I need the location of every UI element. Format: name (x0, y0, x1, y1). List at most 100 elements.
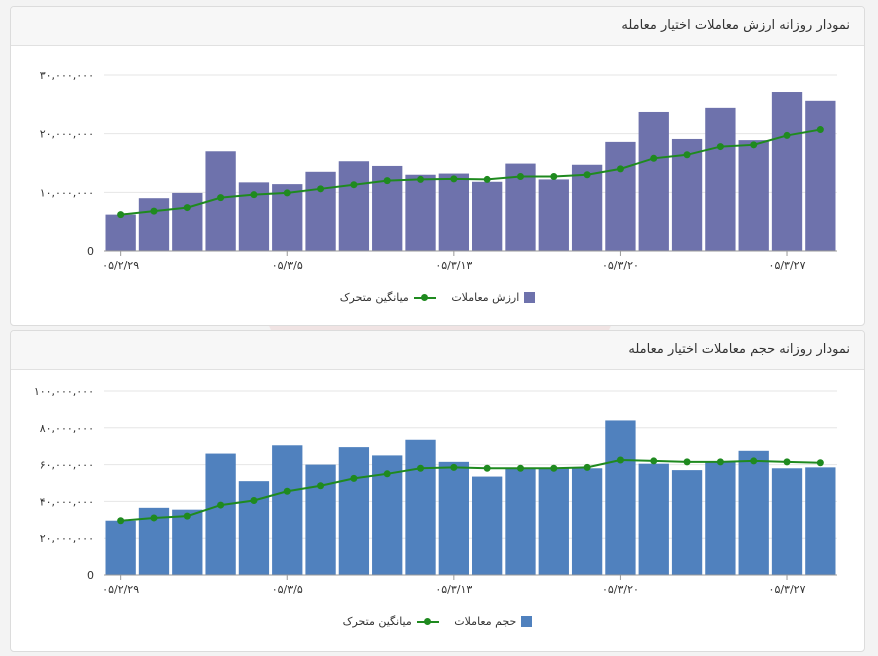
moving-average-point[interactable] (383, 470, 391, 478)
moving-average-point[interactable] (183, 204, 191, 212)
moving-average-point[interactable] (550, 172, 558, 180)
bar[interactable] (238, 481, 270, 575)
bar[interactable] (272, 445, 303, 575)
bar[interactable] (405, 174, 436, 251)
moving-average-point[interactable] (450, 175, 458, 183)
moving-average-point[interactable] (750, 457, 758, 465)
bar[interactable] (505, 468, 536, 575)
moving-average-point[interactable] (616, 456, 624, 464)
legend-swatch-moving-average (416, 616, 439, 627)
bar[interactable] (172, 192, 203, 251)
moving-average-point[interactable] (650, 457, 658, 465)
bar[interactable] (305, 171, 336, 251)
bar[interactable] (605, 141, 636, 251)
moving-average-point[interactable] (250, 496, 258, 504)
bar[interactable] (538, 468, 569, 575)
moving-average-point[interactable] (317, 185, 325, 193)
bar[interactable] (438, 173, 469, 251)
bar[interactable] (338, 447, 370, 575)
bar[interactable] (638, 463, 669, 575)
y-tick-label: 0 (87, 245, 94, 258)
moving-average-point[interactable] (117, 517, 125, 525)
moving-average-point[interactable] (783, 458, 791, 466)
moving-average-point[interactable] (516, 464, 524, 472)
legend-swatch-moving-average (413, 292, 436, 303)
legend-swatch-value (524, 292, 536, 303)
moving-average-point[interactable] (317, 482, 325, 490)
bar[interactable] (338, 161, 370, 251)
moving-average-point[interactable] (217, 194, 225, 202)
y-tick-label: ۲۰,۰۰۰,۰۰۰ (40, 128, 94, 141)
bar[interactable] (705, 461, 736, 575)
bar[interactable] (738, 450, 769, 575)
legend-item-value[interactable]: ارزش معاملات (451, 291, 536, 304)
bar[interactable] (705, 107, 736, 251)
legend-item-moving-average[interactable]: میانگین متحرک (343, 615, 439, 628)
bar[interactable] (472, 476, 503, 575)
moving-average-point[interactable] (350, 181, 358, 189)
x-tick-label: ۰۵/۳/۲۷ (769, 259, 806, 272)
bar[interactable] (438, 461, 469, 575)
bar[interactable] (305, 464, 336, 575)
bar[interactable] (571, 164, 603, 251)
moving-average-point[interactable] (816, 459, 824, 467)
moving-average-point[interactable] (283, 189, 291, 197)
moving-average-point[interactable] (683, 151, 691, 159)
x-tick-label: ۰۵/۳/۲۰ (602, 259, 639, 272)
moving-average-point[interactable] (650, 154, 658, 162)
bar[interactable] (538, 179, 569, 251)
moving-average-point[interactable] (716, 143, 724, 151)
moving-average-point[interactable] (183, 512, 191, 520)
bar[interactable] (805, 100, 836, 252)
moving-average-point[interactable] (750, 141, 758, 149)
moving-average-line (120, 458, 821, 522)
moving-average-point[interactable] (783, 131, 791, 139)
moving-average-point[interactable] (816, 126, 824, 134)
moving-average-point[interactable] (417, 175, 425, 183)
moving-average-point[interactable] (283, 487, 291, 495)
y-tick-label: ۱۰,۰۰۰,۰۰۰ (40, 186, 94, 199)
moving-average-point[interactable] (616, 165, 624, 173)
bar[interactable] (805, 467, 836, 575)
x-tick-label: ۰۵/۳/۲۷ (769, 583, 806, 596)
moving-average-point[interactable] (450, 463, 458, 471)
bar[interactable] (105, 520, 136, 575)
bar[interactable] (671, 470, 703, 575)
moving-average-point[interactable] (117, 211, 125, 219)
moving-average-point[interactable] (217, 501, 225, 509)
bar[interactable] (172, 509, 203, 575)
moving-average-point[interactable] (150, 514, 158, 522)
legend-item-moving-average[interactable]: میانگین متحرک (340, 291, 436, 304)
bar[interactable] (405, 439, 436, 575)
moving-average-point[interactable] (583, 171, 591, 179)
y-tick-label: ۱۰۰,۰۰۰,۰۰۰ (34, 385, 94, 398)
legend-item-volume[interactable]: حجم معاملات (454, 615, 533, 628)
bar[interactable] (138, 198, 170, 251)
bar[interactable] (771, 92, 803, 251)
moving-average-point[interactable] (150, 207, 158, 215)
moving-average-point[interactable] (483, 464, 491, 472)
moving-average-point[interactable] (350, 474, 358, 482)
moving-average-point[interactable] (483, 175, 491, 183)
bar[interactable] (738, 140, 769, 251)
bar[interactable] (605, 420, 636, 575)
bar[interactable] (105, 214, 136, 251)
moving-average-point[interactable] (550, 464, 558, 472)
bar[interactable] (771, 468, 803, 575)
moving-average-point[interactable] (716, 458, 724, 466)
bar[interactable] (472, 181, 503, 251)
moving-average-point[interactable] (250, 191, 258, 199)
x-tick-label: ۰۵/۳/۱۳ (435, 583, 472, 596)
legend-swatch-volume (521, 616, 533, 627)
bar[interactable] (205, 453, 236, 575)
x-tick-label: ۰۵/۳/۵ (272, 583, 303, 596)
moving-average-point[interactable] (516, 172, 524, 180)
moving-average-point[interactable] (417, 464, 425, 472)
bar[interactable] (638, 111, 669, 252)
moving-average-point[interactable] (383, 177, 391, 185)
x-tick-label: ۰۵/۳/۱۳ (435, 259, 472, 272)
moving-average-point[interactable] (583, 463, 591, 471)
bar[interactable] (571, 468, 603, 575)
x-tick-label: ۰۵/۲/۲۹ (102, 583, 139, 596)
moving-average-point[interactable] (683, 458, 691, 466)
